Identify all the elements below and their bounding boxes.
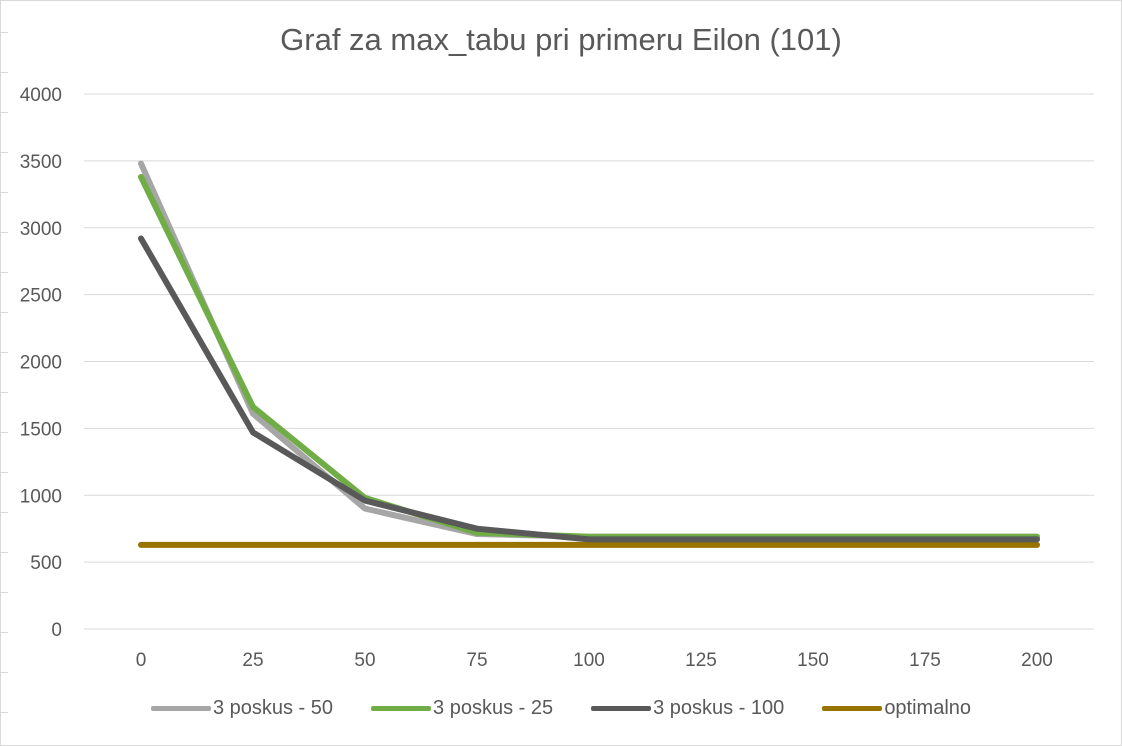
legend-swatch (150, 705, 211, 711)
series-line-0 (138, 160, 1040, 540)
legend-label: optimalno (884, 696, 972, 719)
y-tick-label: 1000 (20, 486, 62, 507)
x-tick-label: 75 (466, 650, 487, 671)
gridlines (84, 93, 1094, 630)
x-tick-label: 50 (354, 650, 375, 671)
y-tick-label: 2000 (20, 353, 62, 374)
legend-label: 3 poskus - 100 (653, 696, 785, 719)
x-tick-label: 125 (685, 650, 717, 671)
legend-swatch (371, 705, 432, 711)
x-tick-label: 150 (797, 650, 829, 671)
x-axis-labels: 0 25 50 75 100 125 150 175 200 (136, 650, 1053, 671)
y-tick-label: 500 (30, 553, 62, 574)
legend-item: 3 poskus - 100 (591, 697, 784, 720)
series-lines (138, 160, 1040, 548)
y-tick-label: 3500 (20, 152, 62, 173)
series-line-2 (138, 235, 1040, 543)
legend-item: 3 poskus - 50 (150, 696, 334, 720)
y-tick-label: 1500 (20, 419, 62, 440)
legend-item: 3 poskus - 25 (371, 697, 553, 720)
y-tick-label: 2500 (20, 286, 62, 307)
legend-item: optimalno (822, 697, 971, 720)
x-tick-label: 25 (242, 650, 263, 671)
left-edge-ticks (0, 0, 8, 746)
chart-title: Graf za max_tabu pri primeru Eilon (101) (280, 22, 842, 57)
y-tick-label: 3000 (20, 219, 62, 240)
legend-label: 3 poskus - 50 (212, 696, 334, 719)
x-tick-label: 200 (1021, 650, 1053, 671)
legend-swatch (822, 705, 883, 711)
x-tick-label: 175 (909, 650, 941, 671)
x-tick-label: 0 (136, 650, 147, 671)
y-tick-label: 4000 (20, 85, 62, 106)
x-tick-label: 100 (573, 650, 605, 671)
y-axis-labels: 0 500 1000 1500 2000 2500 3000 3500 4000 (20, 85, 62, 641)
legend-label: 3 poskus - 25 (433, 696, 554, 719)
legend: 3 poskus - 50 3 poskus - 25 3 poskus - 100… (0, 696, 1122, 720)
series-line-1 (138, 173, 1040, 540)
y-tick-label: 0 (51, 620, 62, 641)
legend-swatch (591, 705, 652, 711)
